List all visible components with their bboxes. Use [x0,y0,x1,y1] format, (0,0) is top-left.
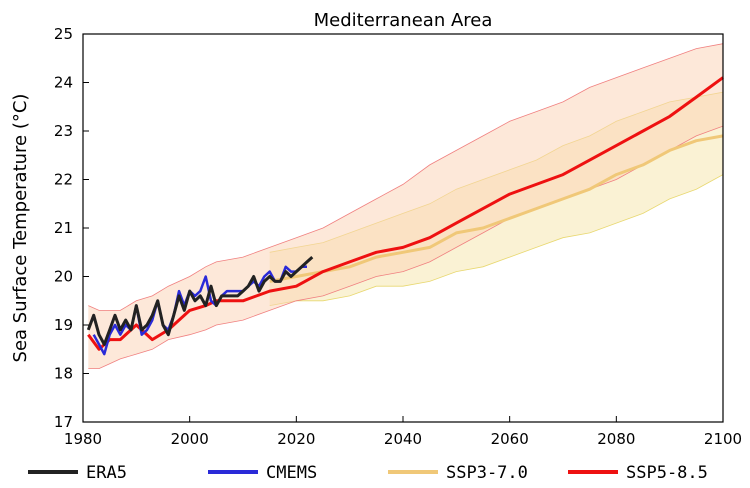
y-axis: 17 18 19 20 21 22 23 24 25 [54,25,89,431]
x-tick-label: 2060 [491,430,529,448]
x-tick-label: 2080 [597,430,635,448]
band-edge-ssp3-7.0 [269,174,724,306]
y-tick-label: 18 [54,365,73,383]
y-tick-label: 22 [54,171,73,189]
legend-label-ssp5-8.5: SSP5-8.5 [626,463,708,483]
y-tick-label: 21 [54,219,73,237]
series-line-era5 [86,255,314,346]
series-line-ssp3-7.0 [269,134,724,283]
series-line-ssp5-8.5 [87,76,724,351]
x-tick-label: 2000 [171,430,209,448]
uncertainty-bands [88,43,724,370]
y-tick-label: 24 [54,74,73,92]
legend: ERA5 CMEMS SSP3-7.0 SSP5-8.5 [28,463,708,483]
y-axis-label: Sea Surface Temperature (°C) [10,94,31,363]
y-tick-label: 20 [54,268,73,286]
legend-label-ssp3-7.0: SSP3-7.0 [446,463,528,483]
y-tick-label: 19 [54,316,73,334]
x-tick-label: 2040 [384,430,422,448]
y-tick-label: 25 [54,25,73,43]
y-tick-label: 17 [54,413,73,431]
band-edge-ssp5-8.5 [88,43,724,311]
legend-label-era5: ERA5 [86,463,127,483]
x-tick-label: 1980 [64,430,102,448]
chart-title: Mediterranean Area [314,10,493,31]
x-tick-label: 2100 [704,430,742,448]
y-tick-label: 23 [54,122,73,140]
x-axis: 1980 2000 2020 2040 2060 2080 2100 [64,416,742,448]
x-tick-label: 2020 [277,430,315,448]
legend-label-cmems: CMEMS [266,463,317,483]
series-lines [86,76,724,356]
